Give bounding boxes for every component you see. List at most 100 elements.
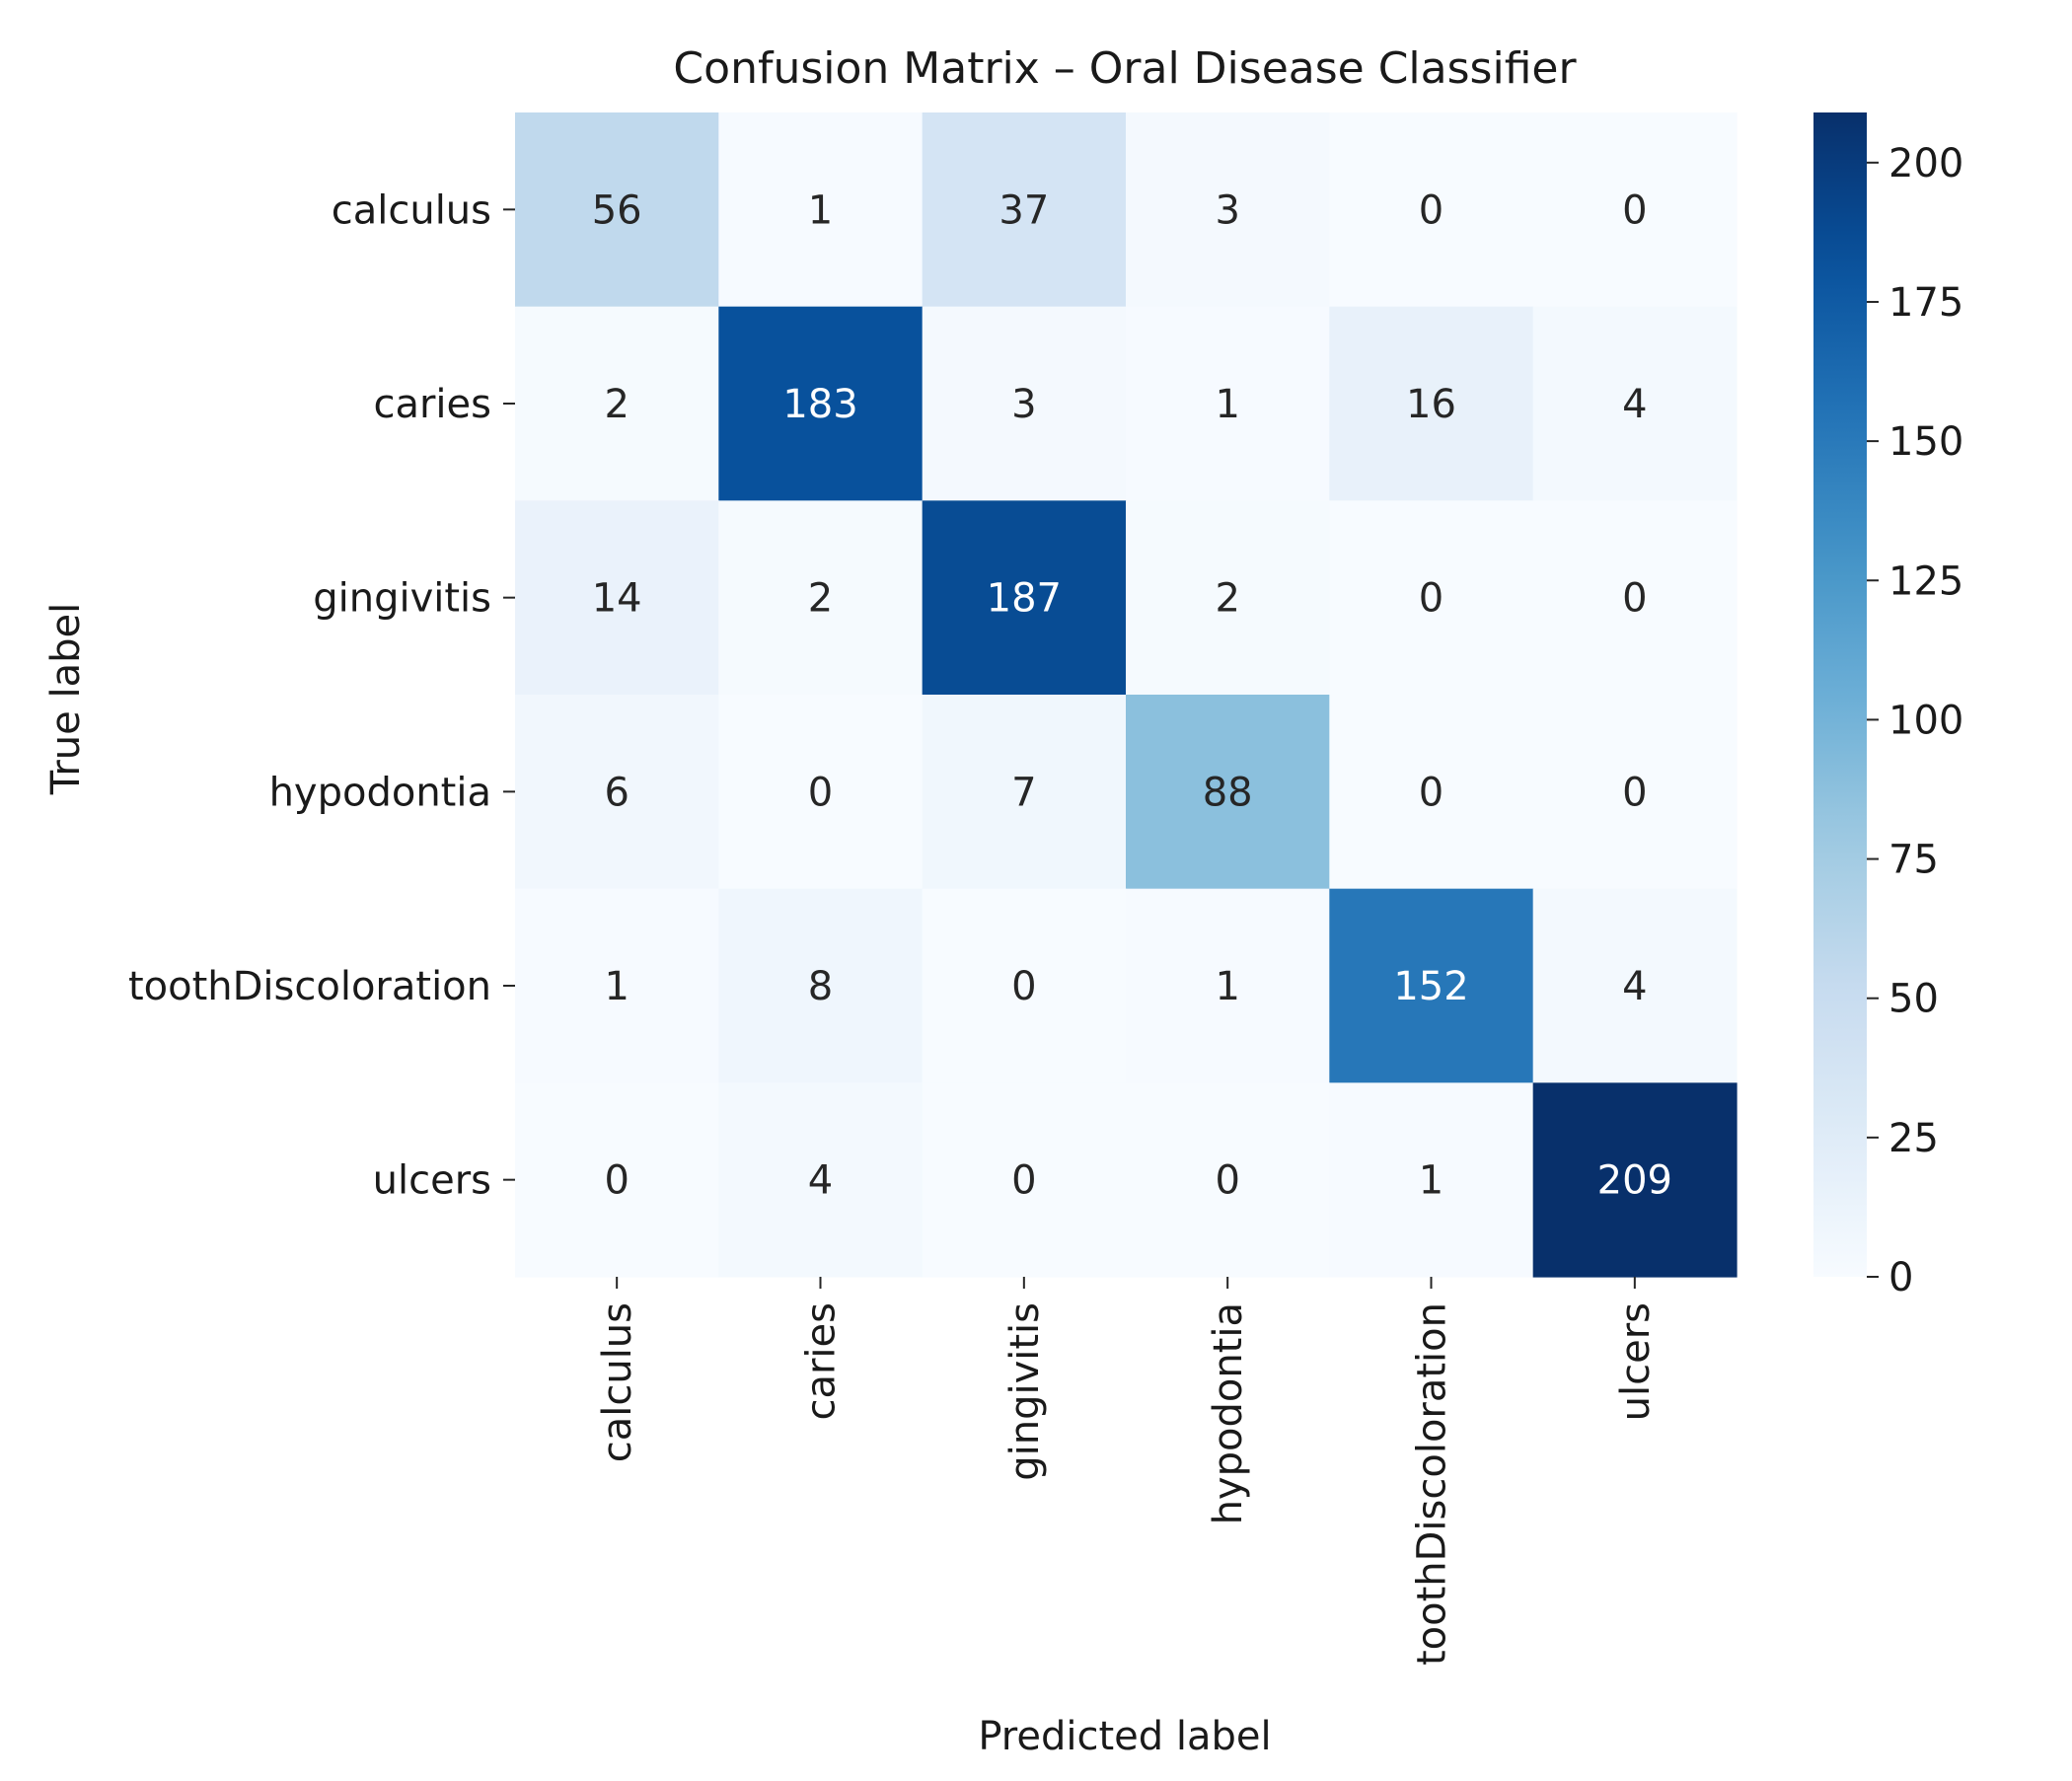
heatmap-cell-r4-c0 [515,888,719,1083]
y-tick-label-3: hypodontia [269,770,491,815]
cell-value-r3-c5: 0 [1622,770,1647,815]
cell-value-r0-c2: 37 [999,187,1049,233]
y-axis-label: True label [43,603,89,795]
y-tick-label-2: gingivitis [313,576,491,622]
x-tick-label-4: toothDiscoloration [1410,1302,1455,1666]
heatmap-cell-r3-c5 [1532,695,1738,890]
heatmap-cell-r5-c0 [515,1082,719,1278]
cell-value-r2-c5: 0 [1622,576,1647,622]
cell-value-r0-c1: 1 [808,187,833,233]
heatmap-cell-r4-c5 [1532,888,1738,1083]
heatmap-cell-r5-c2 [922,1082,1127,1278]
cell-value-r3-c3: 88 [1203,770,1253,815]
colorbar-tick-label-0: 0 [1888,1255,1913,1300]
x-axis: calculus caries gingivitis hypodontia toothD… [595,1277,1659,1666]
heatmap-cell-r2-c2 [922,500,1127,696]
cell-value-r0-c3: 3 [1215,187,1239,233]
heatmap-cell-r3-c0 [515,695,719,890]
colorbar-gradient [1813,112,1867,1277]
chart-title: Confusion Matrix – Oral Disease Classifi… [673,43,1577,94]
y-axis: calculus caries gingivitis hypodontia toothD… [128,187,515,1204]
colorbar-tick-label-1: 25 [1888,1116,1939,1161]
heatmap-cell-r2-c0 [515,500,719,696]
colorbar-tick-label-7: 175 [1888,280,1963,326]
heatmap-cell-r4-c2 [922,888,1127,1083]
cell-value-r1-c2: 3 [1011,382,1036,427]
cell-value-r4-c3: 1 [1215,964,1239,1009]
cell-value-r5-c5: 209 [1597,1158,1672,1204]
y-tick-label-5: ulcers [373,1158,491,1204]
y-tick-label-0: calculus [332,187,491,233]
cell-value-r3-c0: 6 [604,770,629,815]
heatmap-cell-r4-c1 [718,888,924,1083]
cell-value-r3-c4: 0 [1419,770,1443,815]
heatmap-cell-r1-c5 [1532,306,1738,501]
heatmap-cell-r2-c4 [1329,500,1534,696]
heatmap-cell-r1-c4 [1329,306,1534,501]
cell-value-r2-c3: 2 [1215,576,1239,622]
heatmap-cell-r0-c3 [1126,112,1330,308]
heatmap-cell-r2-c3 [1126,500,1330,696]
cell-value-r2-c2: 187 [987,576,1062,622]
cell-value-r2-c4: 0 [1419,576,1443,622]
cell-value-r5-c4: 1 [1419,1158,1443,1204]
heatmap-cell-r3-c4 [1329,695,1534,890]
cell-value-r0-c5: 0 [1622,187,1647,233]
cell-value-r5-c1: 4 [808,1158,833,1204]
cell-value-r5-c3: 0 [1215,1158,1239,1204]
cell-value-r4-c5: 4 [1622,964,1647,1009]
colorbar-tick-label-8: 200 [1888,141,1963,186]
cell-value-r3-c1: 0 [808,770,833,815]
colorbar-tick-label-2: 50 [1888,977,1939,1022]
x-tick-label-5: ulcers [1613,1302,1659,1421]
cell-value-r1-c5: 4 [1622,382,1647,427]
cell-value-r4-c2: 0 [1011,964,1036,1009]
heatmap-cell-r5-c3 [1126,1082,1330,1278]
colorbar-tick-label-5: 125 [1888,558,1963,604]
heatmap-cell-r0-c1 [718,112,924,308]
heatmap-cell-r3-c2 [922,695,1127,890]
x-tick-label-0: calculus [595,1302,640,1462]
cell-value-r2-c0: 14 [592,576,642,622]
heatmap-cell-r3-c1 [718,695,924,890]
cell-value-r5-c2: 0 [1011,1158,1036,1204]
heatmap-cell-r1-c2 [922,306,1127,501]
heatmap-cells [515,112,1738,1278]
colorbar: 0 25 50 75 100 125 150 175 200 [1813,112,1963,1300]
cell-value-r0-c0: 56 [592,187,642,233]
x-tick-label-1: caries [799,1302,845,1421]
heatmap-cell-r0-c0 [515,112,719,308]
cell-value-r4-c4: 152 [1393,964,1468,1009]
x-axis-label: Predicted label [978,1714,1271,1759]
x-tick-label-3: hypodontia [1206,1302,1251,1524]
cell-value-r2-c1: 2 [808,576,833,622]
cell-value-r1-c0: 2 [604,382,629,427]
cell-value-r4-c0: 1 [604,964,629,1009]
heatmap-cell-r0-c4 [1329,112,1534,308]
heatmap-cell-r0-c5 [1532,112,1738,308]
heatmap-cell-r4-c4 [1329,888,1534,1083]
heatmap-cell-r0-c2 [922,112,1127,308]
heatmap-cell-r1-c1 [718,306,924,501]
cell-annotations: 56 1 37 3 0 02 183 3 1 16 414 2 187 2 0 06 0 7 88 0 01 8 0 1 152… [592,187,1672,1203]
heatmap-cell-r2-c1 [718,500,924,696]
y-tick-label-1: caries [373,382,491,427]
cell-value-r1-c3: 1 [1215,382,1239,427]
cell-value-r3-c2: 7 [1011,770,1036,815]
heatmap-cell-r5-c5 [1532,1082,1738,1278]
heatmap-cell-r1-c0 [515,306,719,501]
heatmap-cell-r5-c1 [718,1082,924,1278]
heatmap-cell-r5-c4 [1329,1082,1534,1278]
heatmap-cell-r4-c3 [1126,888,1330,1083]
colorbar-tick-label-4: 100 [1888,698,1963,743]
heatmap-cell-r2-c5 [1532,500,1738,696]
heatmap-cell-r1-c3 [1126,306,1330,501]
heatmap-cell-r3-c3 [1126,695,1330,890]
colorbar-tick-label-3: 75 [1888,838,1939,883]
cell-value-r4-c1: 8 [808,964,833,1009]
x-tick-label-2: gingivitis [1002,1302,1048,1481]
colorbar-tick-label-6: 150 [1888,419,1963,465]
cell-value-r5-c0: 0 [604,1158,629,1204]
